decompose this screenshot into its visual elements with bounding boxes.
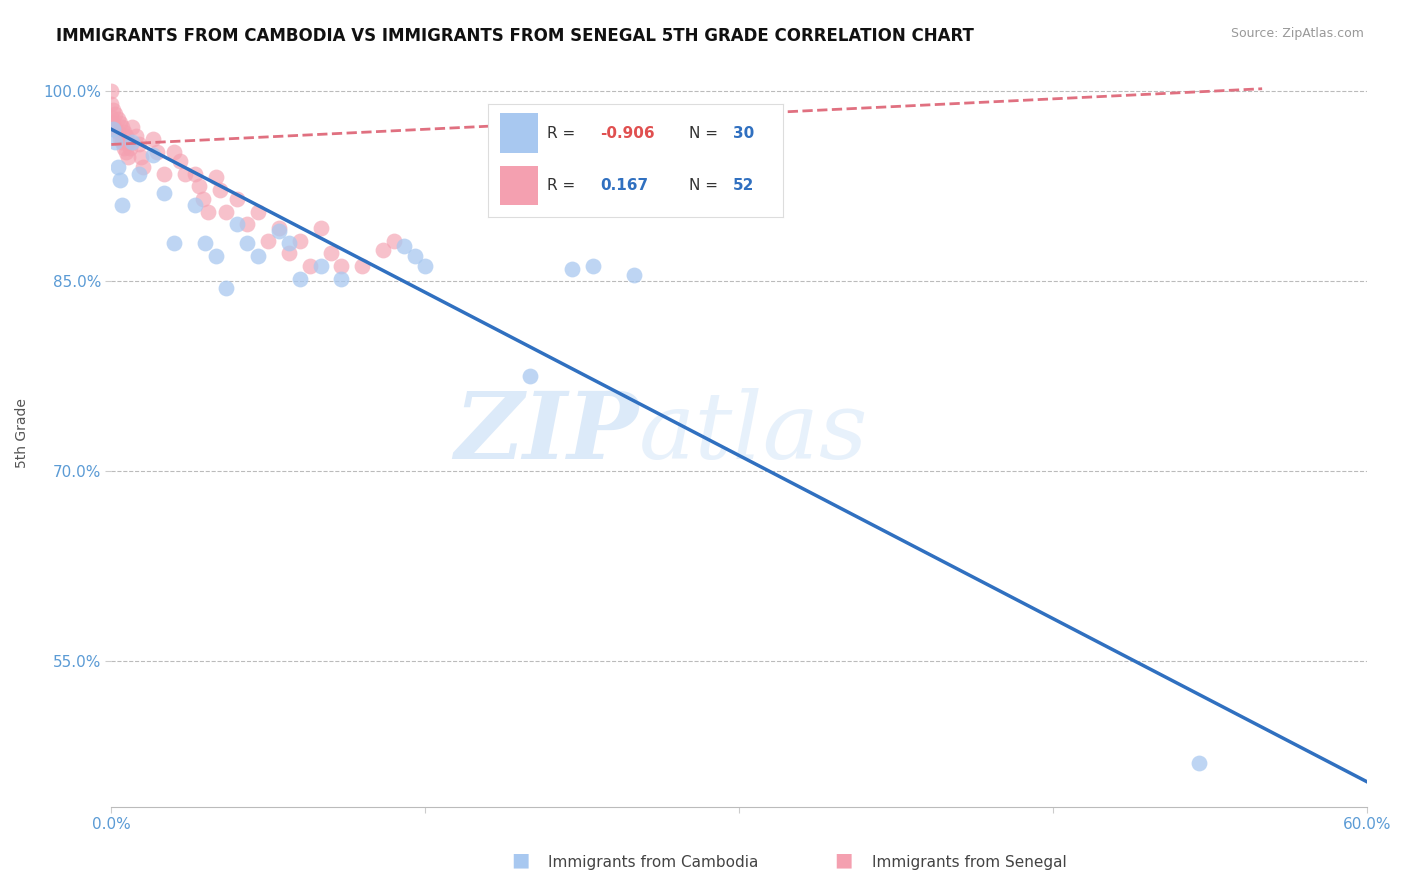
Point [215, 280, 238, 294]
Text: atlas: atlas [638, 388, 868, 478]
Point [121, 120, 143, 134]
Point [103, 122, 125, 136]
Point [131, 161, 153, 175]
Point [121, 135, 143, 149]
Point [184, 198, 207, 212]
Point [288, 271, 311, 285]
Point [404, 249, 426, 263]
Point [142, 132, 165, 146]
Point [169, 153, 191, 168]
Point [257, 234, 280, 248]
Point [108, 116, 131, 130]
Point [519, 369, 541, 384]
Point [394, 239, 416, 253]
Point [309, 259, 332, 273]
Point [128, 167, 150, 181]
Point [215, 204, 238, 219]
Point [352, 259, 374, 273]
Point [309, 221, 332, 235]
Point [125, 128, 148, 143]
Text: Source: ZipAtlas.com: Source: ZipAtlas.com [1230, 27, 1364, 40]
Point [299, 259, 322, 273]
Point [108, 132, 131, 146]
Point [319, 246, 342, 260]
Point [330, 259, 353, 273]
Point [163, 145, 186, 159]
Point [163, 236, 186, 251]
Point [108, 173, 131, 187]
Point [246, 204, 269, 219]
Point [188, 179, 211, 194]
Point [184, 167, 207, 181]
Point [117, 135, 139, 149]
Point [278, 236, 301, 251]
Y-axis label: 5th Grade: 5th Grade [15, 399, 30, 468]
Point [129, 150, 152, 164]
Point [100, 97, 122, 112]
Point [236, 236, 259, 251]
Point [278, 246, 301, 260]
Point [115, 145, 138, 159]
Point [173, 167, 195, 181]
Point [107, 125, 129, 139]
Point [330, 271, 353, 285]
Point [107, 161, 129, 175]
Point [288, 234, 311, 248]
Point [152, 186, 174, 200]
Text: ■: ■ [834, 851, 853, 870]
Point [111, 135, 134, 149]
Point [104, 107, 127, 121]
Text: IMMIGRANTS FROM CAMBODIA VS IMMIGRANTS FROM SENEGAL 5TH GRADE CORRELATION CHART: IMMIGRANTS FROM CAMBODIA VS IMMIGRANTS F… [56, 27, 974, 45]
Point [100, 110, 122, 124]
Point [209, 183, 232, 197]
Point [107, 112, 129, 127]
Point [581, 259, 603, 273]
Text: ■: ■ [510, 851, 530, 870]
Point [1188, 756, 1211, 770]
Point [246, 249, 269, 263]
Point [561, 261, 583, 276]
Point [104, 122, 127, 136]
Point [112, 141, 135, 155]
Point [120, 141, 142, 155]
Text: Immigrants from Senegal: Immigrants from Senegal [872, 855, 1067, 870]
Point [413, 259, 436, 273]
Point [197, 204, 219, 219]
Text: ZIP: ZIP [454, 388, 638, 478]
Point [103, 116, 125, 130]
Point [103, 103, 125, 118]
Point [205, 249, 228, 263]
Point [205, 170, 228, 185]
Point [194, 236, 217, 251]
Point [111, 198, 134, 212]
Point [100, 84, 122, 98]
Point [225, 217, 247, 231]
Point [104, 135, 127, 149]
Point [236, 217, 259, 231]
Point [152, 167, 174, 181]
Point [267, 224, 290, 238]
Point [117, 150, 139, 164]
Point [142, 147, 165, 161]
Point [382, 234, 405, 248]
Point [373, 243, 395, 257]
Point [146, 145, 169, 159]
Point [225, 192, 247, 206]
Text: Immigrants from Cambodia: Immigrants from Cambodia [548, 855, 759, 870]
Point [623, 268, 645, 282]
Point [267, 221, 290, 235]
Point [115, 128, 138, 143]
Point [111, 120, 134, 134]
Point [193, 192, 215, 206]
Point [112, 125, 135, 139]
Point [128, 137, 150, 152]
